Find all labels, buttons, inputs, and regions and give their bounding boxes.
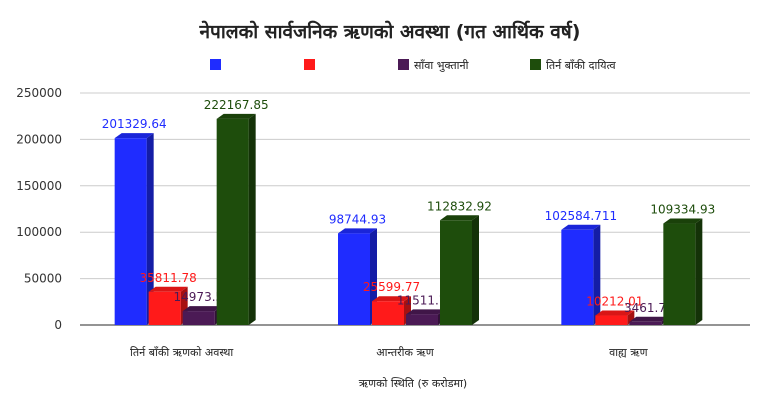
bar-side [695, 218, 703, 325]
bar [216, 113, 256, 325]
bar-front [561, 229, 594, 325]
bar-top [629, 316, 669, 322]
x-axis: तिर्न बाँकी ऋणको अवस्था आन्तरीक ऋण वाह्य ऋ… [130, 346, 649, 359]
bar-top [663, 218, 703, 224]
legend-swatch [304, 59, 315, 70]
bar-top [182, 306, 222, 312]
y-tick-label: 200000 [16, 132, 62, 146]
data-label: 25599.77 [363, 280, 420, 294]
bar-front [440, 220, 472, 325]
bar-front [338, 233, 370, 325]
bars: 201329.64 35811.78 14973.57 222167.85 98744.… [102, 98, 715, 325]
data-label: 3461.79 [624, 301, 674, 315]
bar-front [595, 315, 628, 325]
legend-swatch [210, 59, 221, 70]
bar [663, 218, 703, 325]
legend-label: साँवा भुक्तानी [414, 59, 469, 72]
bar-side [146, 133, 154, 325]
data-label: 10212.01 [586, 295, 643, 309]
bar-top [372, 296, 411, 302]
chart-title: नेपालको सार्वजनिक ऋणको अवस्था (गत आर्थिक… [199, 20, 581, 43]
bar [148, 286, 188, 325]
bar [595, 310, 635, 325]
bar-front [148, 291, 181, 325]
bar [114, 133, 154, 325]
bar-top [338, 228, 377, 234]
bar [406, 309, 445, 325]
bar-side [472, 215, 479, 325]
bar-side [593, 224, 601, 325]
data-label: 98744.93 [329, 212, 386, 226]
data-label: 102584.711 [545, 209, 618, 223]
y-tick-label: 150000 [16, 179, 62, 193]
bar-top [595, 310, 635, 316]
x-tick-label: आन्तरीक ऋण [376, 346, 435, 359]
bar [372, 296, 411, 325]
bar-side [248, 113, 256, 325]
bar-top [561, 224, 601, 230]
x-tick-label: तिर्न बाँकी ऋणको अवस्था [130, 346, 233, 359]
bar-top [216, 113, 256, 119]
data-label: 109334.93 [650, 203, 715, 217]
bar-top [406, 309, 445, 315]
bar-top [148, 286, 188, 292]
legend: साँवा भुक्तानी तिर्न बाँकी दायित्व [210, 59, 616, 72]
bar-front [629, 321, 662, 325]
y-tick-label: 100000 [16, 225, 62, 239]
x-tick-label: वाह्य ऋण [609, 346, 649, 359]
bar [338, 228, 377, 325]
data-label: 222167.85 [204, 98, 269, 112]
legend-label: तिर्न बाँकी दायित्व [546, 59, 616, 72]
bar-front [372, 301, 404, 325]
data-label: 14973.57 [174, 290, 231, 304]
bar [182, 306, 222, 325]
bar [440, 215, 479, 325]
data-label: 11511.78 [397, 293, 454, 307]
bar-side [627, 310, 635, 325]
data-label: 201329.64 [102, 117, 167, 131]
y-tick-label: 50000 [24, 272, 62, 286]
bar-front [114, 138, 147, 325]
bar-top [440, 215, 479, 221]
y-tick-label: 250000 [16, 86, 62, 100]
x-axis-label: ऋणको स्थिति (रु करोडमा) [359, 377, 467, 390]
bar-front [406, 314, 438, 325]
legend-swatch [398, 59, 409, 70]
bar [629, 316, 669, 325]
bar [561, 224, 601, 325]
bar-top [114, 133, 154, 139]
y-tick-label: 0 [54, 318, 62, 332]
bar-front [182, 311, 215, 325]
legend-swatch [530, 59, 541, 70]
bar-front [216, 118, 249, 325]
bar-front [663, 223, 696, 325]
data-label: 112832.92 [427, 199, 492, 213]
y-axis: 0 50000 100000 150000 200000 250000 [16, 86, 62, 332]
data-label: 35811.78 [140, 271, 197, 285]
